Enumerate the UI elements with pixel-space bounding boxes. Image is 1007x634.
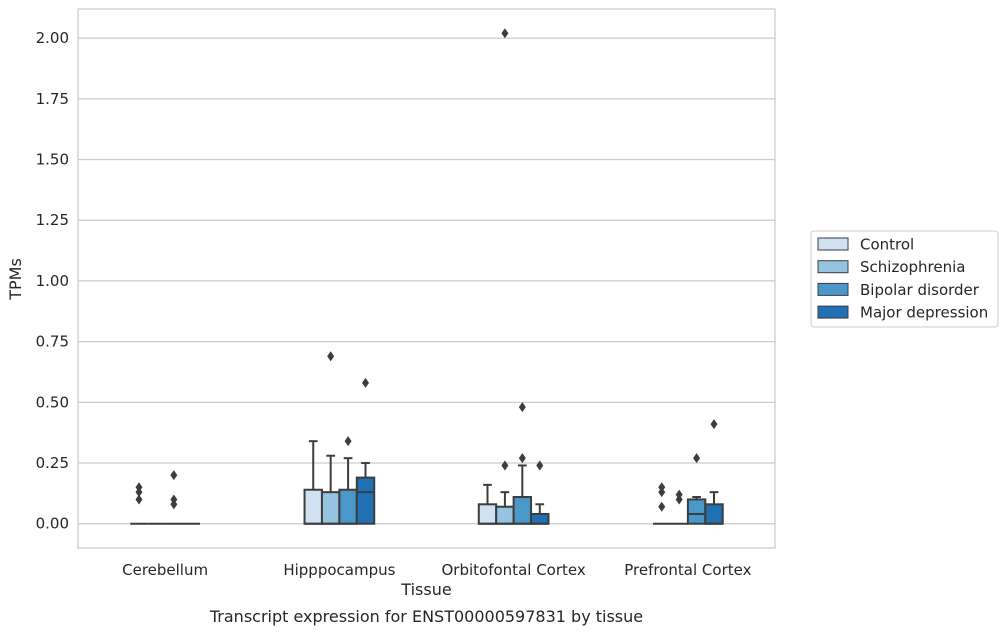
box	[704, 503, 724, 525]
x-tick-label: Orbitofontal Cortex	[442, 561, 586, 579]
box-group	[165, 470, 183, 525]
outlier-point	[710, 419, 718, 430]
x-tick-labels: Cerebellum Hipppocampus Orbitofontal Corte…	[122, 561, 751, 579]
y-tick-label: 0.75	[36, 333, 69, 351]
legend: Control Schizophrenia Bipolar disorder Majo…	[810, 230, 999, 328]
box	[512, 496, 533, 525]
outlier-point	[536, 460, 544, 471]
outlier-point	[362, 377, 370, 388]
box	[495, 505, 515, 525]
outlier-point	[658, 501, 666, 512]
box	[686, 498, 707, 525]
x-axis-label: Tissue	[400, 580, 451, 599]
box	[530, 513, 550, 525]
legend-swatch	[817, 305, 849, 319]
outlier-point	[693, 453, 701, 464]
outlier-point	[658, 482, 666, 493]
y-tick-labels: 0.00 0.25 0.50 0.75 1.00 1.25 1.50 1.75 2.00	[36, 29, 69, 533]
box-group	[686, 453, 707, 525]
y-tick-label: 0.50	[36, 393, 69, 411]
box	[338, 488, 358, 525]
x-tick-label: Hipppocampus	[283, 561, 395, 579]
box-group	[303, 440, 323, 525]
plot-frame	[77, 8, 776, 549]
legend-entry: Major depression	[860, 304, 988, 322]
box-group	[130, 482, 148, 525]
legend-frame	[810, 230, 999, 328]
x-tick-label: Cerebellum	[122, 561, 208, 579]
outlier-point	[501, 28, 509, 39]
x-tick-label: Prefrontal Cortex	[624, 561, 751, 579]
outlier-point	[135, 482, 143, 493]
y-tick-label: 1.50	[36, 151, 69, 169]
y-tick-label: 0.00	[36, 515, 69, 533]
legend-entry: Control	[860, 236, 914, 254]
box-group	[704, 419, 724, 525]
chart-caption: Transcript expression for ENST0000059783…	[209, 607, 643, 626]
outlier-point	[501, 460, 509, 471]
legend-entry: Bipolar disorder	[860, 281, 980, 299]
legend-swatch	[817, 282, 849, 296]
box-group	[653, 482, 671, 525]
y-tick-label: 2.00	[36, 29, 69, 47]
y-tick-label: 0.25	[36, 454, 69, 472]
legend-swatch	[817, 260, 849, 274]
box-group	[670, 489, 688, 525]
outlier-point	[518, 402, 526, 413]
y-tick-label: 1.00	[36, 272, 69, 290]
outlier-point	[170, 470, 178, 481]
box-series	[130, 28, 724, 525]
box-group	[530, 460, 550, 525]
box	[320, 491, 341, 525]
box	[477, 503, 498, 525]
y-tick-label: 1.25	[36, 211, 69, 229]
y-tick-label: 1.75	[36, 90, 69, 108]
box-group	[477, 483, 498, 525]
outlier-point	[170, 494, 178, 505]
outlier-point	[327, 351, 335, 362]
outlier-point	[135, 494, 143, 505]
box-group	[338, 436, 358, 525]
y-axis-label: TPMs	[6, 258, 25, 301]
box-group	[512, 402, 533, 525]
box	[355, 476, 376, 525]
outlier-point	[518, 453, 526, 464]
box-group	[495, 28, 515, 525]
legend-entry: Schizophrenia	[860, 258, 965, 276]
box-group	[355, 377, 376, 525]
outlier-point	[344, 436, 352, 447]
outlier-point	[675, 489, 683, 500]
box	[303, 488, 323, 525]
legend-swatch	[817, 237, 849, 251]
